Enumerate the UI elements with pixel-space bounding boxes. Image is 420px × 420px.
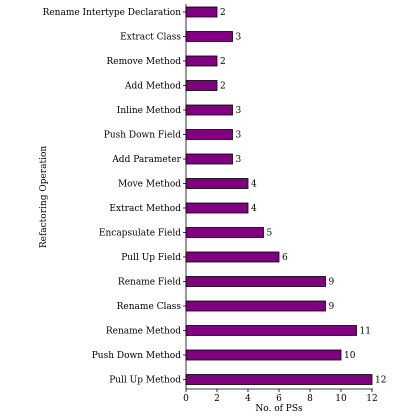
- bar: [185, 349, 342, 361]
- value-label: 10: [344, 351, 356, 361]
- value-label: 9: [329, 302, 335, 312]
- category-label: Inline Method: [117, 106, 181, 116]
- x-axis: 0 2 4 6 8 10 12: [183, 4, 378, 404]
- x-tick-label: 2: [214, 394, 220, 404]
- bar: [185, 300, 326, 312]
- value-label: 2: [220, 57, 226, 67]
- category-label: Rename Class: [117, 302, 182, 312]
- x-tick-label: 6: [276, 394, 282, 404]
- value-label: 9: [329, 278, 335, 288]
- category-label: Extract Method: [109, 204, 181, 214]
- bar: [185, 178, 249, 189]
- x-axis-title: No. of PSs: [255, 404, 303, 414]
- value-label: 4: [251, 180, 257, 190]
- category-label: Pull Up Field: [121, 253, 181, 263]
- bar: [185, 129, 233, 140]
- bar: [185, 374, 373, 385]
- bar: [185, 202, 249, 214]
- value-label: 2: [220, 8, 226, 18]
- value-label: 11: [360, 327, 371, 337]
- value-label: 4: [251, 204, 257, 214]
- category-label: Push Down Field: [104, 131, 181, 141]
- category-label: Remove Method: [107, 57, 182, 67]
- value-label: 3: [236, 155, 242, 165]
- x-tick-label: 8: [307, 394, 313, 404]
- value-label: 5: [267, 229, 273, 239]
- category-label: Encapsulate Field: [99, 229, 181, 239]
- bar: [185, 227, 264, 238]
- bar: [185, 6, 218, 18]
- value-label: 6: [282, 253, 288, 263]
- category-label: Rename Intertype Declaration: [43, 8, 182, 18]
- category-label: Add Method: [124, 82, 181, 92]
- x-tick-label: 4: [245, 394, 251, 404]
- bar: [185, 153, 233, 165]
- bar: [185, 104, 233, 116]
- category-label: Move Method: [118, 180, 181, 190]
- category-label: Pull Up Method: [109, 376, 181, 386]
- category-label: Rename Field: [118, 278, 181, 288]
- category-label: Extract Class: [120, 33, 181, 43]
- y-axis-title: Refactoring Operation: [39, 146, 49, 249]
- category-label: Add Parameter: [111, 155, 181, 165]
- bar: [185, 80, 218, 91]
- bar: [185, 276, 326, 287]
- bar: [185, 251, 280, 263]
- value-label: 12: [375, 376, 386, 386]
- value-label: 3: [236, 131, 242, 141]
- category-label: Rename Method: [106, 327, 181, 337]
- bars-layer: [185, 6, 373, 385]
- bar: [185, 55, 218, 67]
- value-label: 2: [220, 82, 226, 92]
- bar: [185, 325, 357, 336]
- x-tick-label: 10: [335, 394, 347, 404]
- bar: [185, 31, 233, 42]
- category-labels: Rename Intertype Declaration 2 Extract Cla…: [43, 8, 387, 386]
- x-tick-label: 0: [183, 394, 189, 404]
- value-label: 3: [236, 106, 242, 116]
- value-label: 3: [236, 33, 242, 43]
- x-tick-label: 12: [366, 394, 377, 404]
- category-label: Push Down Method: [92, 351, 181, 361]
